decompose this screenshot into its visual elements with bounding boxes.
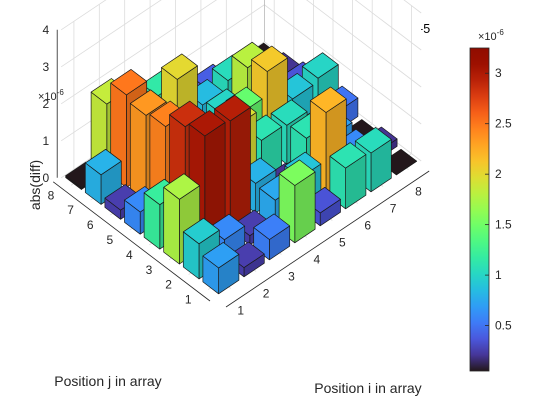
x-axis-label: Position i in array xyxy=(314,380,421,396)
x-tick-label: 3 xyxy=(288,270,295,284)
bar-face-top xyxy=(270,99,308,126)
bar-4-1 xyxy=(278,159,316,244)
z-exponent-label: ×10-6 xyxy=(38,88,64,103)
colorbar-tick-label: 1.5 xyxy=(495,218,512,232)
bar-face-top xyxy=(129,89,167,116)
y-axis-label: Position j in array xyxy=(54,373,161,389)
colorbar-exponent-label: ×10-6 xyxy=(478,28,504,43)
bar-face-top xyxy=(161,53,198,80)
z-tick-label: 3 xyxy=(43,60,50,74)
y-tick-label: 6 xyxy=(87,218,94,232)
back-wall-j xyxy=(264,0,422,161)
bar-face-top xyxy=(354,127,392,154)
y-tick-label: 5 xyxy=(106,233,113,247)
bar-face-top xyxy=(278,159,316,186)
y-tick-label: 4 xyxy=(126,248,133,262)
colorbar-tick-label: 2.5 xyxy=(495,117,512,131)
z-axis-label: abs(diff) xyxy=(27,160,43,210)
bar-face-top xyxy=(163,173,201,200)
x-tick-label: 7 xyxy=(390,202,397,216)
bar-face-top xyxy=(214,94,251,122)
x-tick-label: 4 xyxy=(314,253,321,267)
bar-face-top xyxy=(110,69,148,96)
z-tick-label: 0 xyxy=(43,171,50,185)
bar-face-side xyxy=(163,186,180,265)
z-tick-label: 2 xyxy=(43,97,50,111)
colorbar-tick-label: 1 xyxy=(495,268,502,282)
y-tick-label: 8 xyxy=(48,188,55,202)
y-tick-label: 1 xyxy=(185,293,192,307)
bar-face-top xyxy=(188,110,226,137)
colorbar-tick-label: 2 xyxy=(495,167,502,181)
bar-3-1 xyxy=(253,213,291,261)
z-tick-label: 1 xyxy=(43,134,50,148)
y-tick-label: 7 xyxy=(67,203,74,217)
bar-1-1 xyxy=(202,242,240,295)
gridline-z xyxy=(60,0,422,105)
x-axis-line xyxy=(225,170,430,308)
bar-face-top xyxy=(84,148,122,176)
y-tick-label: 3 xyxy=(146,263,153,277)
x-tick-label: 6 xyxy=(364,219,371,233)
colorbar xyxy=(469,47,490,372)
bar-face-top xyxy=(202,242,240,269)
bar-face-top xyxy=(253,213,291,240)
x-tick-label: 1 xyxy=(237,304,244,318)
bar-face-top xyxy=(329,142,367,169)
colorbar-tick-label: 3 xyxy=(495,66,502,80)
bar-face-front xyxy=(229,106,251,231)
y-axis-line xyxy=(52,181,211,302)
y-tick-label: 2 xyxy=(165,278,172,292)
x-tick-label: 5 xyxy=(339,236,346,250)
bar-face-top xyxy=(251,45,288,72)
x-tick-label: 8 xyxy=(415,185,422,199)
z-tick-label: 4 xyxy=(43,23,50,37)
colorbar-tick-label: 0.5 xyxy=(495,319,512,333)
bar-face-top xyxy=(301,52,339,79)
x-tick-label: 2 xyxy=(263,287,270,301)
gridline-z xyxy=(60,0,422,68)
bar-face-top xyxy=(182,217,220,245)
bar-face-top xyxy=(309,86,347,113)
